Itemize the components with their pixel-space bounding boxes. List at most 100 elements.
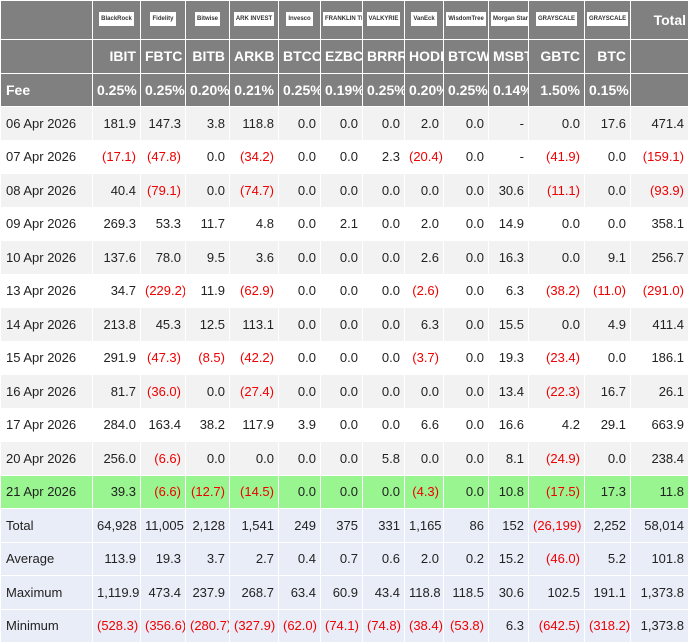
flow-value: 0.0 bbox=[320, 173, 363, 208]
ticker: BTC bbox=[584, 39, 631, 74]
data-row: 13 Apr 2026 34.7 (229.2) 11.9 (62.9) 0.0 0.0 0.… bbox=[0, 273, 688, 308]
flow-value: 3.6 bbox=[229, 240, 279, 275]
flow-value: 0.0 bbox=[320, 106, 363, 141]
flow-value: 0.0 bbox=[443, 474, 489, 509]
data-row: 06 Apr 2026 181.9 147.3 3.8 118.8 0.0 0.0 0.0 2.… bbox=[0, 106, 688, 141]
flow-value: 0.0 bbox=[404, 374, 444, 409]
flow-value: 113.1 bbox=[229, 307, 279, 342]
flow-value: 2.1 bbox=[320, 206, 363, 241]
flow-value: 39.3 bbox=[92, 474, 141, 509]
flow-value: 0.4 bbox=[278, 541, 321, 576]
flow-value: 0.0 bbox=[362, 173, 405, 208]
flow-value: 16.7 bbox=[584, 374, 631, 409]
flow-value: 0.0 bbox=[362, 273, 405, 308]
flow-value: 0.0 bbox=[528, 240, 585, 275]
flow-value: 152 bbox=[488, 508, 529, 543]
flow-value: 14.9 bbox=[488, 206, 529, 241]
flow-value: 256.7 bbox=[630, 240, 688, 275]
flow-value: 2,252 bbox=[584, 508, 631, 543]
flow-value: 238.4 bbox=[630, 441, 688, 476]
flow-value: (17.5) bbox=[528, 474, 585, 509]
flow-value: 0.0 bbox=[278, 139, 321, 174]
flow-value: 186.1 bbox=[630, 340, 688, 375]
flow-value: 6.3 bbox=[488, 273, 529, 308]
fee-value: 0.25% bbox=[140, 72, 186, 107]
flow-value: 16.3 bbox=[488, 240, 529, 275]
flow-value: 4.2 bbox=[528, 407, 585, 442]
issuer-logo: FRANKLIN TEMPLETON bbox=[323, 11, 362, 26]
flow-value: 5.8 bbox=[362, 441, 405, 476]
flow-value: 29.1 bbox=[584, 407, 631, 442]
flow-value: 10.8 bbox=[488, 474, 529, 509]
flow-value: 0.0 bbox=[528, 106, 585, 141]
flow-value: 17.3 bbox=[584, 474, 631, 509]
flow-value: (8.5) bbox=[185, 340, 230, 375]
flow-value: (280.7) bbox=[185, 608, 230, 643]
flow-value: 6.3 bbox=[488, 608, 529, 643]
flow-value: 81.7 bbox=[92, 374, 141, 409]
flow-value: 30.6 bbox=[488, 575, 529, 610]
flow-value: 0.0 bbox=[320, 240, 363, 275]
flow-value: 34.7 bbox=[92, 273, 141, 308]
flow-value: (74.7) bbox=[229, 173, 279, 208]
flow-value: 43.4 bbox=[362, 575, 405, 610]
flow-value: 16.6 bbox=[488, 407, 529, 442]
flow-value: (20.4) bbox=[404, 139, 444, 174]
flow-value: (11.1) bbox=[528, 173, 585, 208]
flow-value: 101.8 bbox=[630, 541, 688, 576]
flow-value: 0.0 bbox=[278, 273, 321, 308]
flow-value: 2.7 bbox=[229, 541, 279, 576]
flow-value: 8.1 bbox=[488, 441, 529, 476]
flow-value: 0.0 bbox=[185, 441, 230, 476]
flow-value: 163.4 bbox=[140, 407, 186, 442]
flow-value: 375 bbox=[320, 508, 363, 543]
logo-cell: Bitwise bbox=[185, 0, 230, 40]
issuer-logo: VanEck bbox=[411, 11, 437, 26]
flow-value: 0.0 bbox=[278, 206, 321, 241]
flow-value: 0.0 bbox=[362, 474, 405, 509]
date: 06 Apr 2026 bbox=[0, 106, 93, 141]
ticker: BITB bbox=[185, 39, 230, 74]
summary-row: Average 113.9 19.3 3.7 2.7 0.4 0.7 0.6 2.0 0.2 15.… bbox=[0, 541, 688, 576]
fee-value: 0.25% bbox=[443, 72, 489, 107]
flow-value: 12.5 bbox=[185, 307, 230, 342]
flow-value: (74.1) bbox=[320, 608, 363, 643]
total-header: Total bbox=[630, 0, 688, 40]
flow-value: 118.8 bbox=[229, 106, 279, 141]
flow-value: (27.4) bbox=[229, 374, 279, 409]
flow-value: 0.0 bbox=[320, 441, 363, 476]
flow-value: (291.0) bbox=[630, 273, 688, 308]
flow-value: 19.3 bbox=[140, 541, 186, 576]
flow-value: 0.0 bbox=[443, 407, 489, 442]
blank-cell bbox=[630, 39, 688, 74]
flow-value: 19.3 bbox=[488, 340, 529, 375]
flow-value: 147.3 bbox=[140, 106, 186, 141]
flow-value: 0.7 bbox=[320, 541, 363, 576]
flow-value: 1,541 bbox=[229, 508, 279, 543]
fee-value: 0.25% bbox=[362, 72, 405, 107]
flow-value: 0.0 bbox=[528, 307, 585, 342]
flow-value: 0.0 bbox=[362, 240, 405, 275]
summary-row: Maximum 1,119.9 473.4 237.9 268.7 63.4 60.9 43.… bbox=[0, 575, 688, 610]
summary-label: Total bbox=[0, 508, 93, 543]
issuer-logo: GRAYSCALE bbox=[535, 11, 578, 26]
flow-value: 331 bbox=[362, 508, 405, 543]
flow-value: (4.3) bbox=[404, 474, 444, 509]
ticker: BTCW bbox=[443, 39, 489, 74]
data-row: 17 Apr 2026 284.0 163.4 38.2 117.9 3.9 0.0 0.0 6… bbox=[0, 407, 688, 442]
blank-cell bbox=[630, 72, 688, 107]
flow-value: 0.0 bbox=[584, 206, 631, 241]
flow-value: 1,373.8 bbox=[630, 608, 688, 643]
flow-value: 0.0 bbox=[404, 173, 444, 208]
fee-row: Fee 0.25% 0.25% 0.20% 0.21% 0.25% 0.19% 0.25% 0.… bbox=[0, 72, 688, 107]
flow-value: (62.0) bbox=[278, 608, 321, 643]
flow-value: 0.0 bbox=[320, 273, 363, 308]
flow-value: 0.0 bbox=[229, 441, 279, 476]
flow-value: 0.0 bbox=[443, 173, 489, 208]
flow-value: 0.0 bbox=[320, 340, 363, 375]
issuer-logo: Fidelity bbox=[150, 11, 176, 26]
ticker: ARKB bbox=[229, 39, 279, 74]
flow-value: (22.3) bbox=[528, 374, 585, 409]
flow-value: (318.2) bbox=[584, 608, 631, 643]
